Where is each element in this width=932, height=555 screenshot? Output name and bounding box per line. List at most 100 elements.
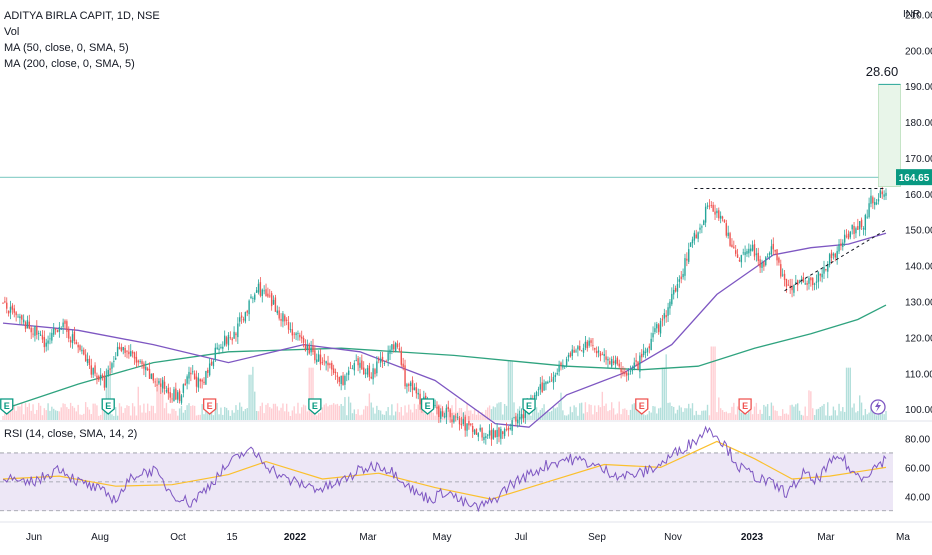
ma50-legend[interactable]: MA (50, close, 0, SMA, 5) bbox=[4, 42, 129, 54]
earnings-marker[interactable]: E bbox=[203, 398, 217, 415]
symbol-title[interactable]: ADITYA BIRLA CAPIT, 1D, NSE bbox=[4, 10, 160, 22]
candle bbox=[742, 252, 744, 254]
volume-bar bbox=[866, 414, 868, 420]
volume-bar bbox=[186, 405, 188, 420]
volume-bar bbox=[483, 414, 485, 420]
candle bbox=[99, 374, 102, 380]
volume-bar bbox=[541, 408, 543, 420]
time-tick-label: Nov bbox=[664, 532, 682, 543]
candle bbox=[15, 312, 17, 316]
volume-bar bbox=[526, 412, 528, 420]
volume-bar bbox=[631, 404, 634, 420]
candle bbox=[458, 418, 461, 425]
candle bbox=[710, 205, 712, 206]
candle bbox=[284, 315, 286, 322]
volume-bar bbox=[549, 411, 551, 420]
candle bbox=[359, 362, 361, 368]
volume-bar bbox=[618, 401, 620, 420]
volume-bar bbox=[148, 411, 151, 420]
volume-bar bbox=[81, 414, 83, 420]
volume-bar bbox=[227, 410, 230, 420]
volume-bar bbox=[813, 415, 816, 420]
candle bbox=[641, 353, 643, 358]
volume-bar bbox=[858, 395, 861, 420]
earnings-marker[interactable]: E bbox=[738, 398, 752, 415]
earnings-marker[interactable]: E bbox=[635, 398, 649, 415]
earnings-marker[interactable]: E bbox=[308, 398, 322, 415]
candle bbox=[825, 269, 827, 271]
candle bbox=[409, 382, 412, 387]
volume-bar bbox=[235, 405, 237, 420]
price-tick-label: 150.00 bbox=[905, 226, 932, 237]
volume-bar bbox=[36, 410, 38, 420]
volume-bar bbox=[680, 407, 682, 420]
volume-bar bbox=[133, 406, 136, 420]
candle bbox=[744, 252, 746, 256]
volume-bar bbox=[594, 405, 596, 420]
candle bbox=[772, 243, 774, 250]
volume-bar bbox=[113, 415, 115, 420]
rsi-legend[interactable]: RSI (14, close, SMA, 14, 2) bbox=[4, 428, 138, 440]
volume-bar bbox=[781, 409, 784, 420]
candle bbox=[571, 349, 573, 356]
volume-legend[interactable]: Vol bbox=[4, 26, 20, 38]
candle bbox=[302, 337, 305, 343]
earnings-marker[interactable]: E bbox=[101, 398, 115, 415]
candle bbox=[550, 379, 553, 381]
volume-bar bbox=[137, 386, 139, 420]
volume-bar bbox=[143, 403, 145, 420]
candle bbox=[490, 429, 493, 440]
candle bbox=[507, 427, 510, 431]
candle bbox=[383, 363, 386, 364]
candle bbox=[120, 347, 123, 351]
candle bbox=[225, 337, 228, 344]
volume-bar bbox=[710, 346, 712, 420]
volume-bar bbox=[342, 405, 344, 420]
volume-bar bbox=[736, 406, 739, 420]
earnings-marker[interactable]: E bbox=[420, 398, 435, 415]
candle bbox=[721, 216, 724, 219]
earnings-marker[interactable]: E bbox=[0, 398, 14, 415]
earnings-marker[interactable]: E bbox=[522, 398, 536, 415]
candle bbox=[314, 350, 316, 361]
volume-bar bbox=[109, 371, 111, 420]
candle bbox=[473, 430, 476, 434]
volume-bar bbox=[577, 415, 579, 420]
volume-bar bbox=[590, 404, 592, 420]
candle bbox=[753, 244, 756, 257]
volume-bar bbox=[173, 408, 175, 420]
candle bbox=[408, 384, 410, 386]
volume-bar bbox=[229, 415, 232, 420]
candle bbox=[252, 298, 254, 299]
volume-bar bbox=[460, 408, 463, 420]
volume-bar bbox=[357, 409, 359, 420]
candle bbox=[714, 211, 716, 215]
candle bbox=[511, 420, 513, 431]
volume-bar bbox=[812, 408, 814, 420]
volume-bar bbox=[13, 404, 15, 420]
candle bbox=[513, 417, 515, 419]
candle bbox=[783, 273, 786, 280]
candle bbox=[130, 351, 132, 357]
volume-bar bbox=[126, 405, 128, 420]
volume-bar bbox=[659, 407, 662, 420]
candle bbox=[535, 392, 538, 397]
candle bbox=[699, 227, 701, 230]
volume-bar bbox=[278, 410, 280, 420]
candle bbox=[460, 423, 463, 426]
volume-bar bbox=[120, 406, 123, 420]
ma200-legend[interactable]: MA (200, close, 0, SMA, 5) bbox=[4, 58, 135, 70]
volume-bar bbox=[575, 407, 577, 420]
candle bbox=[361, 360, 363, 370]
volume-bar bbox=[740, 412, 743, 420]
volume-bar bbox=[413, 403, 416, 420]
candle bbox=[297, 333, 299, 335]
candle bbox=[547, 381, 549, 384]
candle bbox=[787, 284, 790, 286]
candle bbox=[443, 416, 446, 418]
candle bbox=[115, 357, 117, 360]
volume-bar bbox=[802, 415, 805, 420]
volume-bar bbox=[721, 410, 724, 420]
